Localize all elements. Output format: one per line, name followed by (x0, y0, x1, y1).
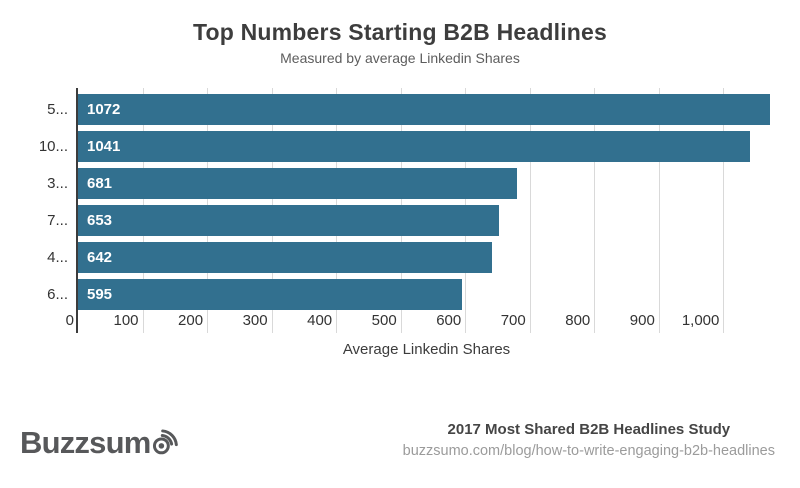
footer-credit: 2017 Most Shared B2B Headlines Study buz… (403, 421, 775, 460)
x-tick-label: 1,000 (681, 312, 720, 329)
category-label: 4... (47, 249, 68, 266)
bar-row: 1041 (78, 131, 775, 162)
bar-row: 1072 (78, 94, 775, 125)
category-label: 7... (47, 212, 68, 229)
credit-title: 2017 Most Shared B2B Headlines Study (447, 421, 731, 438)
x-tick-label: 500 (371, 312, 397, 329)
category-label: 3... (47, 175, 68, 192)
gridline (594, 88, 596, 333)
bar: 1072 (78, 94, 770, 125)
buzzsumo-logo-text: Buzzsum (20, 425, 151, 460)
bar-value-label: 1072 (87, 101, 121, 118)
x-tick-label: 600 (436, 312, 462, 329)
gridline (723, 88, 725, 333)
bar: 642 (78, 242, 493, 273)
x-tick-label: 0 (65, 312, 74, 329)
bar-value-label: 681 (87, 175, 113, 192)
x-tick-label: 200 (178, 312, 204, 329)
x-axis-tick-labels: 0 100 200 300 400 500 600 700 800 900 1,000 (66, 312, 775, 334)
category-axis-labels: 5... 10... 3... 7... 4... 6... (0, 94, 68, 310)
gridline (658, 88, 660, 333)
gridline (529, 88, 531, 333)
sonar-o-icon (153, 429, 179, 455)
x-tick-label: 700 (500, 312, 526, 329)
category-label: 6... (47, 286, 68, 303)
buzzsumo-logo: Buzzsum (20, 427, 181, 458)
x-tick-label: 900 (629, 312, 655, 329)
bar-value-label: 642 (87, 249, 113, 266)
x-tick-label: 400 (307, 312, 333, 329)
chart-subtitle: Measured by average Linkedin Shares (280, 50, 520, 66)
x-tick-label: 800 (565, 312, 591, 329)
bar: 681 (78, 168, 518, 199)
chart-title: Top Numbers Starting B2B Headlines (192, 19, 608, 45)
bar-value-label: 1041 (87, 138, 121, 155)
bar-value-label: 653 (87, 212, 113, 229)
bar-row: 642 (78, 242, 775, 273)
bar: 1041 (78, 131, 750, 162)
x-axis-title: Average Linkedin Shares (342, 341, 511, 358)
x-tick-label: 100 (113, 312, 139, 329)
bar: 595 (78, 279, 462, 310)
bar-row: 653 (78, 205, 775, 236)
bars-layer: 1072 1041 681 653 642 595 (78, 94, 775, 310)
category-label: 5... (47, 101, 68, 118)
credit-url: buzzsumo.com/blog/how-to-write-engaging-… (402, 442, 775, 459)
bar-row: 595 (78, 279, 775, 310)
bar: 653 (78, 205, 500, 236)
category-label: 10... (38, 138, 68, 155)
x-tick-label: 300 (242, 312, 268, 329)
bar-row: 681 (78, 168, 775, 199)
y-axis-line (76, 88, 78, 333)
bar-value-label: 595 (87, 286, 113, 303)
